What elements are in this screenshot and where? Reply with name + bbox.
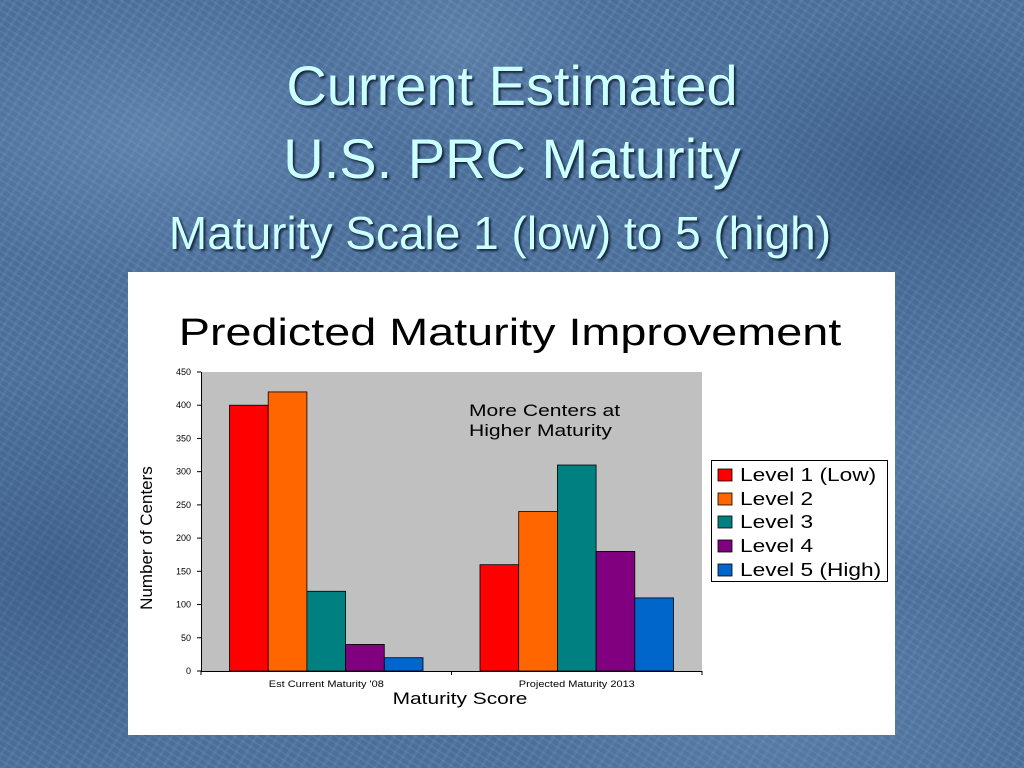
legend-swatch-level-3 [717, 515, 733, 529]
y-tick-label: 350 [176, 433, 191, 443]
chart-panel: Predicted Maturity Improvement 0 50 100 150… [128, 272, 895, 735]
y-tick-label: 450 [176, 367, 191, 377]
bar-chart: Predicted Maturity Improvement 0 50 100 150… [137, 312, 888, 708]
y-tick-label: 400 [176, 400, 191, 410]
chart-title: Predicted Maturity Improvement [179, 312, 842, 354]
y-tick-label: 200 [176, 533, 191, 543]
bar-level-5-high-est-current-maturity-08 [383, 657, 424, 672]
bar-level-2-projected-maturity-2013 [518, 511, 558, 672]
x-category-label: Projected Maturity 2013 [519, 679, 635, 689]
legend-label-level-5: Level 5 (High) [740, 560, 881, 580]
legend-item-level-3: Level 3 [717, 512, 813, 532]
legend-item-level-1: Level 1 (Low) [717, 465, 876, 485]
bar-level-2-est-current-maturity-08 [267, 391, 308, 672]
y-tick-label: 100 [176, 600, 191, 610]
bar-level-3-projected-maturity-2013 [556, 464, 597, 672]
slide-title-line-1: Current Estimated [286, 54, 738, 117]
bar-level-1-low-est-current-maturity-08 [229, 404, 269, 672]
legend-label-level-2: Level 2 [740, 489, 813, 509]
legend-item-level-4: Level 4 [717, 536, 813, 556]
slide-title-line-2: U.S. PRC Maturity [283, 127, 741, 190]
legend-label-level-1: Level 1 (Low) [740, 465, 876, 485]
bar-level-5-high-projected-maturity-2013 [634, 597, 674, 672]
y-tick-label: 0 [186, 666, 191, 676]
annotation-line-2: Higher Maturity [469, 421, 613, 440]
slide-subtitle: Maturity Scale 1 (low) to 5 (high) [168, 207, 832, 259]
legend: Level 1 (Low) Level 2 Level 3 Level 4 Le… [711, 460, 888, 582]
x-category-label: Est Current Maturity '08 [269, 679, 384, 689]
legend-swatch-level-2 [717, 492, 733, 506]
bar-level-1-low-projected-maturity-2013 [479, 564, 520, 672]
y-axis-label: Number of Centers [137, 466, 156, 610]
legend-swatch-level-5 [717, 563, 733, 577]
bar-series-group [229, 391, 674, 672]
x-axis-ticks [200, 671, 703, 675]
y-tick-label: 50 [181, 633, 191, 643]
y-tick-label: 150 [176, 566, 191, 576]
legend-label-level-3: Level 3 [740, 512, 813, 532]
bar-level-4-projected-maturity-2013 [595, 550, 636, 672]
y-axis-ticks: 0 50 100 150 200 250 300 350 400 450 [176, 367, 201, 676]
y-tick-label: 250 [176, 500, 191, 510]
annotation-line-1: More Centers at [469, 401, 620, 420]
x-category-labels: Est Current Maturity '08 Projected Maturi… [269, 679, 635, 689]
legend-swatch-level-1 [717, 468, 733, 482]
legend-label-level-4: Level 4 [740, 536, 813, 556]
legend-item-level-5: Level 5 (High) [717, 560, 881, 580]
legend-box [711, 460, 888, 582]
y-tick-label: 300 [176, 467, 191, 477]
bar-level-3-est-current-maturity-08 [306, 590, 346, 672]
legend-item-level-2: Level 2 [717, 489, 813, 509]
bar-level-4-est-current-maturity-08 [345, 644, 385, 672]
legend-swatch-level-4 [717, 539, 733, 553]
x-axis-label: Maturity Score [393, 689, 528, 708]
